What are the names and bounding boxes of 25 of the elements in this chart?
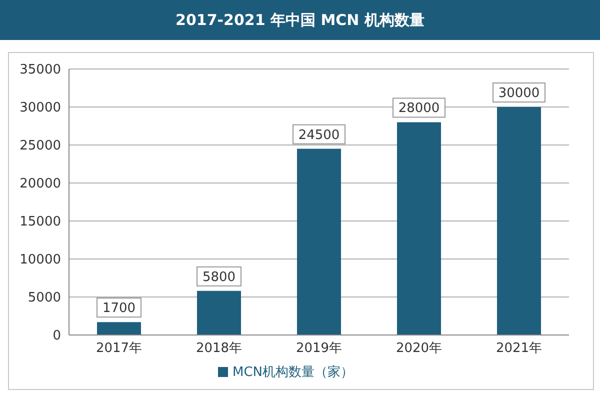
- y-tick-label: 30000: [20, 100, 61, 116]
- y-tick-label: 15000: [20, 214, 61, 230]
- y-tick-label: 0: [52, 328, 61, 344]
- data-label: 28000: [398, 101, 440, 116]
- x-tick-label: 2017年: [96, 341, 142, 356]
- y-tick-label: 35000: [20, 62, 61, 78]
- data-label: 24500: [298, 128, 340, 143]
- bar: [97, 322, 141, 335]
- x-tick-label: 2020年: [396, 341, 442, 356]
- x-tick-label: 2021年: [496, 341, 542, 356]
- data-label: 5800: [202, 270, 236, 285]
- y-tick-label: 25000: [20, 138, 61, 154]
- y-tick-label: 5000: [28, 290, 61, 306]
- bar: [297, 148, 341, 335]
- y-tick-label: 20000: [20, 176, 61, 192]
- data-label: 1700: [102, 301, 136, 316]
- bar: [397, 122, 441, 335]
- bar: [197, 290, 241, 335]
- x-tick-label: 2019年: [296, 341, 342, 356]
- x-tick-label: 2018年: [196, 341, 242, 356]
- y-tick-label: 10000: [20, 252, 61, 268]
- legend-label: MCN机构数量（家）: [232, 365, 354, 380]
- data-label: 30000: [498, 86, 540, 101]
- bar: [497, 107, 541, 335]
- chart-title: 2017-2021 年中国 MCN 机构数量: [0, 0, 600, 40]
